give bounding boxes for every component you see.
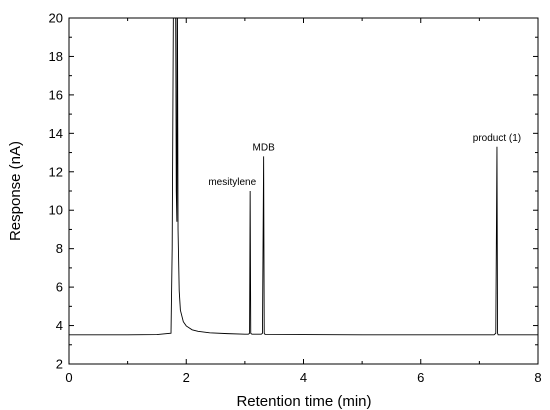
x-axis-title: Retention time (min) — [236, 393, 371, 410]
y-tick-label: 16 — [49, 87, 63, 102]
y-tick-label: 10 — [49, 203, 63, 218]
chromatogram-trace — [69, 18, 538, 336]
y-tick-label: 20 — [49, 11, 63, 26]
plot-frame — [68, 17, 539, 365]
x-tick-label: 6 — [417, 370, 424, 385]
peak-annotation: mesitylene — [208, 177, 256, 188]
y-tick-label: 2 — [56, 357, 63, 372]
x-tick-label: 2 — [183, 370, 190, 385]
y-tick-label: 12 — [49, 164, 63, 179]
peak-annotation: product (1) — [473, 133, 521, 144]
x-tick-label: 4 — [300, 370, 307, 385]
y-tick-label: 6 — [56, 280, 63, 295]
peak-annotation: MDB — [253, 142, 276, 153]
y-tick-label: 14 — [49, 126, 63, 141]
y-tick-label: 18 — [49, 49, 63, 64]
x-tick-label: 8 — [534, 370, 541, 385]
y-axis-title: Response (nA) — [7, 141, 24, 241]
x-tick-label: 0 — [65, 370, 72, 385]
plot-area: 0 2 4 6 82468101214161820mesityleneMDBproduc… — [49, 11, 542, 386]
y-tick-label: 8 — [56, 241, 63, 256]
y-tick-label: 4 — [56, 318, 63, 333]
